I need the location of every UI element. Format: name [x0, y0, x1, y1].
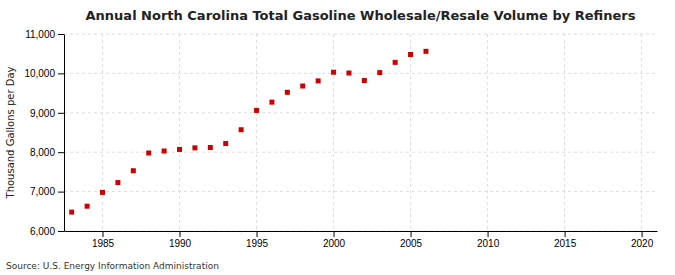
tick-label: 8,000: [30, 147, 55, 158]
point: [362, 78, 367, 83]
tick-label: 10,000: [24, 68, 55, 79]
tick: 8,000: [30, 147, 64, 158]
tick-label: 2015: [554, 238, 577, 249]
grid-line-x: [641, 34, 642, 231]
tick: 2005: [400, 231, 423, 249]
tick: 1995: [246, 231, 269, 249]
tick-label: 9,000: [30, 108, 55, 119]
x-axis: 1985 1990 1995 2000 2005 2010 2015 2020: [65, 231, 658, 249]
point: [192, 145, 197, 150]
point: [115, 180, 120, 185]
grid-line-y: [64, 73, 657, 74]
title: Annual North Carolina Total Gasoline Who…: [86, 8, 636, 23]
grid-line-x: [487, 34, 488, 231]
tick-mark: [58, 192, 64, 193]
grid-line-y: [64, 231, 657, 232]
tick: 2010: [477, 231, 500, 249]
tick: 9,000: [30, 108, 64, 119]
grid-line-y: [64, 34, 657, 35]
source-note: Source: U.S. Energy Information Administ…: [6, 261, 219, 271]
tick: 2000: [323, 231, 346, 249]
point: [208, 145, 213, 150]
tick-mark: [411, 231, 412, 237]
tick: 7,000: [30, 186, 64, 197]
tick-mark: [58, 34, 64, 35]
tick: 2015: [554, 231, 577, 249]
tick-mark: [257, 231, 258, 237]
tick-label: 1985: [92, 238, 115, 249]
tick-mark: [58, 231, 64, 232]
grid-line-x: [333, 34, 334, 231]
point: [131, 168, 136, 173]
grid-line-x: [410, 34, 411, 231]
point: [377, 70, 382, 75]
y-axis-title: Thousand Gallons per Day: [5, 66, 16, 199]
point: [223, 141, 228, 146]
point: [331, 70, 336, 75]
grid-line-x: [102, 34, 103, 231]
point: [85, 204, 90, 209]
point: [69, 210, 74, 215]
point: [408, 52, 413, 57]
point: [177, 147, 182, 152]
plot: 1985 1990 1995 2000 2005 2010 2015 2020 6,000 7,0…: [24, 29, 657, 249]
tick-mark: [58, 113, 64, 114]
chart: 1985 1990 1995 2000 2005 2010 2015 2020 6,000 7,0…: [0, 0, 675, 275]
tick: 1985: [92, 231, 115, 249]
grid-line-x: [179, 34, 180, 231]
point: [316, 78, 321, 83]
point: [239, 127, 244, 132]
point: [254, 108, 259, 113]
point: [162, 149, 167, 154]
point: [100, 190, 105, 195]
axis-line: [65, 231, 658, 232]
tick-mark: [58, 152, 64, 153]
point: [146, 150, 151, 155]
point: [300, 84, 305, 89]
tick-label: 11,000: [25, 29, 55, 40]
grid-line-x: [564, 34, 565, 231]
tick-mark: [180, 231, 181, 237]
axis-line: [64, 35, 65, 232]
y-axis: 6,000 7,000 8,000 9,000 10,000 11,000: [24, 29, 64, 237]
point: [393, 60, 398, 65]
tick: 10,000: [24, 68, 64, 79]
grid-line-x: [256, 34, 257, 231]
point: [346, 71, 351, 76]
tick-mark: [642, 231, 643, 237]
tick-label: 2005: [400, 238, 423, 249]
tick-mark: [565, 231, 566, 237]
tick: 6,000: [30, 226, 64, 237]
grid-line-y: [64, 152, 657, 153]
grid-line-y: [64, 191, 657, 192]
tick-label: 7,000: [30, 186, 55, 197]
marks: [69, 49, 428, 215]
tick-label: 1995: [246, 238, 269, 249]
tick-label: 2000: [323, 238, 346, 249]
point: [285, 90, 290, 95]
tick-mark: [334, 231, 335, 237]
grid: [64, 34, 657, 231]
tick: 11,000: [25, 29, 64, 40]
tick-mark: [58, 73, 64, 74]
tick-mark: [103, 231, 104, 237]
tick-label: 2020: [631, 238, 654, 249]
tick-mark: [488, 231, 489, 237]
tick-label: 6,000: [30, 226, 55, 237]
point: [269, 100, 274, 105]
tick-label: 1990: [169, 238, 192, 249]
tick-label: 2010: [477, 238, 500, 249]
tick: 2020: [631, 231, 654, 249]
grid-line-y: [64, 112, 657, 113]
tick: 1990: [169, 231, 192, 249]
point: [423, 49, 428, 54]
